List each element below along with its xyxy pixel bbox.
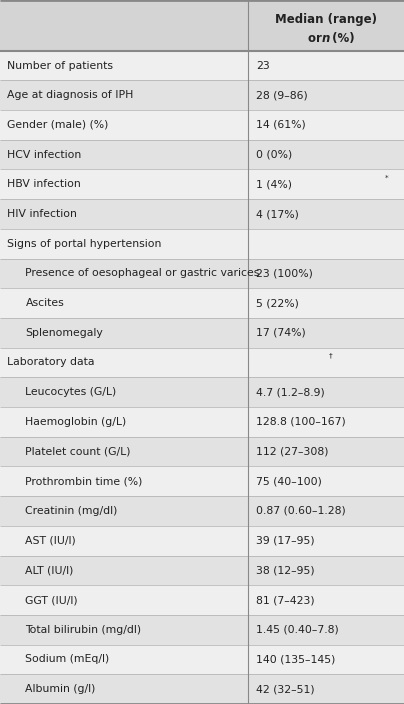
Text: 14 (61%): 14 (61%) <box>256 120 305 130</box>
Text: 1 (4%): 1 (4%) <box>256 180 292 189</box>
Text: 42 (32–51): 42 (32–51) <box>256 684 314 694</box>
Text: Albumin (g/l): Albumin (g/l) <box>25 684 96 694</box>
Bar <box>0 318 404 348</box>
Text: HIV infection: HIV infection <box>7 209 77 219</box>
Bar <box>0 377 404 407</box>
Bar <box>0 555 404 585</box>
Bar <box>0 170 404 199</box>
Text: 75 (40–100): 75 (40–100) <box>256 477 322 486</box>
Text: GGT (IU/l): GGT (IU/l) <box>25 595 78 605</box>
Text: HBV infection: HBV infection <box>7 180 81 189</box>
Bar <box>0 80 404 110</box>
Text: Sodium (mEq/l): Sodium (mEq/l) <box>25 655 110 665</box>
Text: (%): (%) <box>328 32 355 44</box>
Text: 140 (135–145): 140 (135–145) <box>256 655 335 665</box>
Bar <box>0 140 404 170</box>
Text: 0 (0%): 0 (0%) <box>256 150 292 160</box>
Text: 17 (74%): 17 (74%) <box>256 328 305 338</box>
Text: Number of patients: Number of patients <box>7 61 113 70</box>
Text: 4 (17%): 4 (17%) <box>256 209 299 219</box>
Text: Creatinin (mg/dl): Creatinin (mg/dl) <box>25 506 118 516</box>
Bar <box>0 645 404 674</box>
Text: 23 (100%): 23 (100%) <box>256 268 313 278</box>
Text: or: or <box>308 32 326 44</box>
Bar <box>0 407 404 436</box>
Text: †: † <box>329 353 332 359</box>
Text: Signs of portal hypertension: Signs of portal hypertension <box>7 239 162 249</box>
Text: Total bilirubin (mg/dl): Total bilirubin (mg/dl) <box>25 624 141 635</box>
Text: 81 (7–423): 81 (7–423) <box>256 595 314 605</box>
Bar <box>0 348 404 377</box>
Bar <box>0 467 404 496</box>
Bar <box>0 51 404 80</box>
Text: *: * <box>384 175 388 181</box>
Bar <box>0 585 404 615</box>
Text: Splenomegaly: Splenomegaly <box>25 328 103 338</box>
Text: AST (IU/l): AST (IU/l) <box>25 536 76 546</box>
Text: Haemoglobin (g/L): Haemoglobin (g/L) <box>25 417 127 427</box>
Text: 38 (12–95): 38 (12–95) <box>256 565 314 575</box>
Bar <box>0 229 404 258</box>
Text: ALT (IU/l): ALT (IU/l) <box>25 565 74 575</box>
Text: HCV infection: HCV infection <box>7 150 82 160</box>
Text: Prothrombin time (%): Prothrombin time (%) <box>25 477 143 486</box>
Text: 4.7 (1.2–8.9): 4.7 (1.2–8.9) <box>256 387 324 397</box>
Text: 23: 23 <box>256 61 269 70</box>
Bar <box>0 0 404 51</box>
Bar <box>0 496 404 526</box>
Text: Gender (male) (%): Gender (male) (%) <box>7 120 109 130</box>
Text: 39 (17–95): 39 (17–95) <box>256 536 314 546</box>
Text: Ascites: Ascites <box>25 298 64 308</box>
Bar <box>0 288 404 318</box>
Text: n: n <box>322 32 330 44</box>
Text: Platelet count (G/L): Platelet count (G/L) <box>25 446 131 457</box>
Bar <box>0 526 404 555</box>
Text: 1.45 (0.40–7.8): 1.45 (0.40–7.8) <box>256 624 339 635</box>
Text: 0.87 (0.60–1.28): 0.87 (0.60–1.28) <box>256 506 345 516</box>
Bar <box>0 199 404 229</box>
Text: Laboratory data: Laboratory data <box>7 358 95 367</box>
Bar <box>0 110 404 140</box>
Text: Presence of oesophageal or gastric varices: Presence of oesophageal or gastric varic… <box>25 268 260 278</box>
Bar <box>0 258 404 288</box>
Text: Median (range): Median (range) <box>275 13 377 26</box>
Text: Age at diagnosis of IPH: Age at diagnosis of IPH <box>7 90 134 100</box>
Text: Leucocytes (G/L): Leucocytes (G/L) <box>25 387 117 397</box>
Bar <box>0 436 404 467</box>
Bar <box>0 674 404 704</box>
Text: 112 (27–308): 112 (27–308) <box>256 446 328 457</box>
Text: 128.8 (100–167): 128.8 (100–167) <box>256 417 345 427</box>
Text: 5 (22%): 5 (22%) <box>256 298 299 308</box>
Text: 28 (9–86): 28 (9–86) <box>256 90 307 100</box>
Bar <box>0 615 404 645</box>
